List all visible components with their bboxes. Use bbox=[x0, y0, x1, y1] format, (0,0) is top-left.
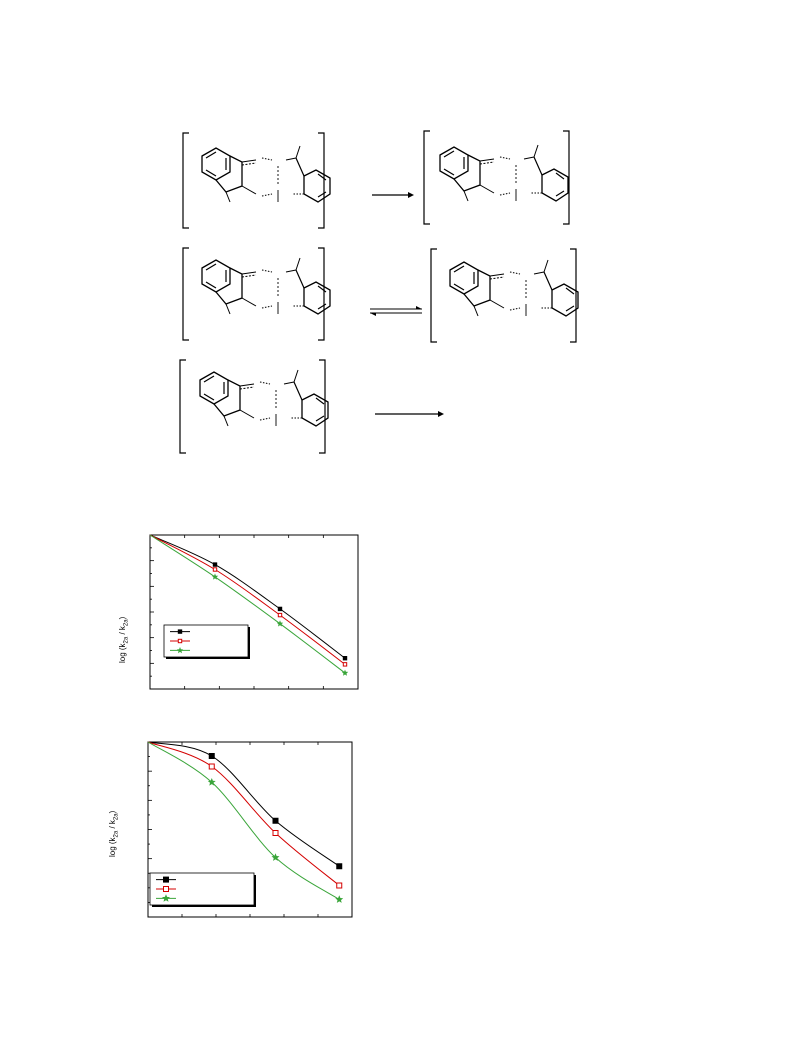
series-line bbox=[149, 534, 346, 659]
data-point bbox=[177, 629, 183, 634]
series-line bbox=[147, 741, 340, 886]
y-axis-label: log (k2a / k2a) bbox=[108, 810, 120, 857]
data-point bbox=[163, 876, 169, 883]
scheme-row-1 bbox=[182, 130, 570, 229]
plot-frame bbox=[149, 534, 359, 690]
data-point bbox=[341, 669, 349, 676]
data-point bbox=[272, 830, 279, 836]
data-point bbox=[336, 863, 343, 870]
series-line bbox=[149, 534, 346, 665]
data-point bbox=[212, 562, 218, 567]
data-point bbox=[335, 895, 344, 903]
data-point bbox=[208, 753, 215, 759]
data-point bbox=[208, 763, 215, 770]
series-line bbox=[147, 741, 340, 900]
data-point bbox=[177, 638, 183, 644]
scheme-row-3 bbox=[179, 359, 444, 454]
data-point bbox=[163, 886, 169, 892]
data-point bbox=[277, 612, 283, 618]
data-point bbox=[276, 620, 284, 627]
chart-plot bbox=[147, 741, 353, 918]
data-point bbox=[342, 656, 348, 661]
data-point bbox=[212, 567, 218, 572]
data-point bbox=[277, 606, 283, 612]
y-axis-label: log (k2a / k2a) bbox=[118, 616, 130, 663]
data-point bbox=[207, 778, 216, 786]
reaction-scheme bbox=[179, 130, 579, 454]
series-line bbox=[149, 534, 346, 674]
data-point bbox=[211, 573, 219, 580]
data-point bbox=[272, 817, 279, 824]
data-point bbox=[336, 882, 343, 889]
data-point bbox=[162, 894, 170, 902]
data-point bbox=[342, 662, 348, 667]
data-point bbox=[176, 647, 184, 654]
chart-2: log (k2a / k2a) bbox=[100, 735, 370, 925]
series-line bbox=[147, 741, 340, 867]
data-point bbox=[271, 853, 280, 861]
scheme-row-2 bbox=[182, 247, 579, 343]
chart-plot bbox=[149, 534, 359, 690]
chart-1: log (k2a / k2a) bbox=[110, 525, 370, 700]
